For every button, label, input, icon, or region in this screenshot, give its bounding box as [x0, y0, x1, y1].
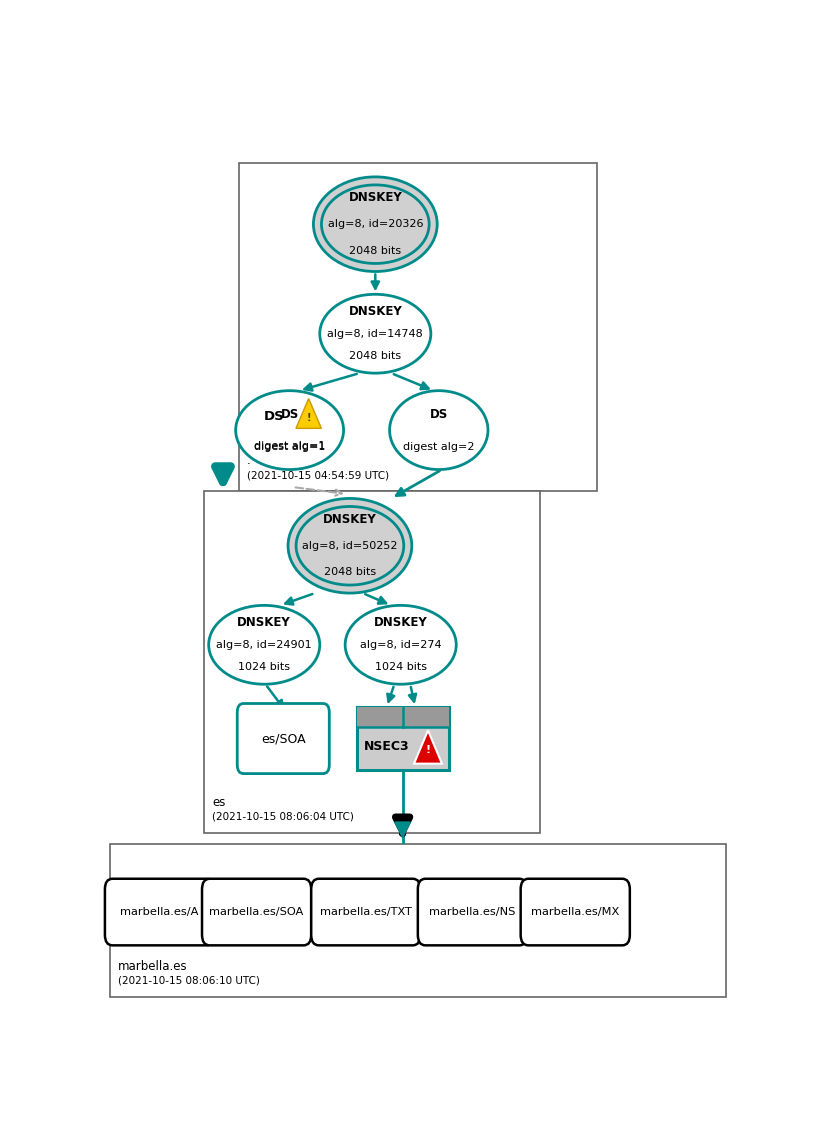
Text: digest alg=1: digest alg=1 [254, 443, 325, 453]
Text: alg=8, id=24901: alg=8, id=24901 [216, 640, 312, 650]
Text: 2048 bits: 2048 bits [324, 567, 376, 577]
Text: 2048 bits: 2048 bits [349, 246, 401, 256]
Text: DNSKEY: DNSKEY [348, 191, 402, 204]
Text: marbella.es/MX: marbella.es/MX [531, 907, 619, 917]
Text: marbella.es/A: marbella.es/A [120, 907, 199, 917]
Text: digest alg=2: digest alg=2 [403, 443, 474, 453]
Text: (2021-10-15 08:06:10 UTC): (2021-10-15 08:06:10 UTC) [118, 975, 260, 986]
Text: 1024 bits: 1024 bits [375, 662, 427, 671]
FancyBboxPatch shape [311, 879, 420, 946]
Polygon shape [414, 731, 442, 764]
Text: DNSKEY: DNSKEY [373, 616, 428, 629]
Text: alg=8, id=20326: alg=8, id=20326 [328, 220, 423, 229]
Ellipse shape [390, 390, 488, 470]
Text: es: es [212, 795, 225, 809]
FancyBboxPatch shape [238, 703, 329, 774]
FancyBboxPatch shape [202, 879, 311, 946]
Text: !: ! [425, 744, 431, 754]
Text: DNSKEY: DNSKEY [238, 616, 291, 629]
FancyBboxPatch shape [418, 879, 527, 946]
Text: 1024 bits: 1024 bits [238, 662, 290, 671]
Ellipse shape [314, 176, 437, 272]
Text: NSEC3: NSEC3 [364, 740, 410, 752]
FancyBboxPatch shape [239, 163, 597, 492]
Text: marbella.es/SOA: marbella.es/SOA [210, 907, 304, 917]
Text: DNSKEY: DNSKEY [348, 305, 402, 319]
FancyBboxPatch shape [356, 707, 449, 727]
Text: DS: DS [264, 410, 284, 422]
Text: es/SOA: es/SOA [261, 732, 305, 745]
Text: alg=8, id=14748: alg=8, id=14748 [328, 329, 423, 339]
Text: marbella.es/NS: marbella.es/NS [429, 907, 516, 917]
Text: (2021-10-15 04:54:59 UTC): (2021-10-15 04:54:59 UTC) [247, 470, 389, 480]
Ellipse shape [288, 498, 412, 593]
Ellipse shape [345, 605, 456, 684]
Text: marbella.es/TXT: marbella.es/TXT [320, 907, 412, 917]
Text: marbella.es: marbella.es [118, 959, 188, 973]
Text: DS: DS [280, 407, 299, 421]
Ellipse shape [319, 295, 431, 373]
Text: digest alg=1: digest alg=1 [254, 440, 325, 451]
Ellipse shape [209, 605, 319, 684]
FancyBboxPatch shape [356, 707, 449, 770]
FancyBboxPatch shape [110, 843, 726, 997]
FancyBboxPatch shape [105, 879, 214, 946]
Text: 2048 bits: 2048 bits [349, 351, 401, 361]
Ellipse shape [322, 184, 429, 264]
Ellipse shape [296, 506, 404, 585]
Text: .: . [247, 454, 251, 467]
FancyBboxPatch shape [521, 879, 630, 946]
Text: !: ! [306, 413, 311, 423]
Text: DS: DS [430, 407, 448, 421]
Polygon shape [296, 398, 321, 428]
Text: alg=8, id=50252: alg=8, id=50252 [302, 541, 398, 551]
FancyBboxPatch shape [204, 492, 541, 833]
Ellipse shape [236, 390, 344, 470]
Text: alg=8, id=274: alg=8, id=274 [360, 640, 441, 650]
Text: (2021-10-15 08:06:04 UTC): (2021-10-15 08:06:04 UTC) [212, 811, 354, 822]
Text: DNSKEY: DNSKEY [323, 513, 377, 526]
